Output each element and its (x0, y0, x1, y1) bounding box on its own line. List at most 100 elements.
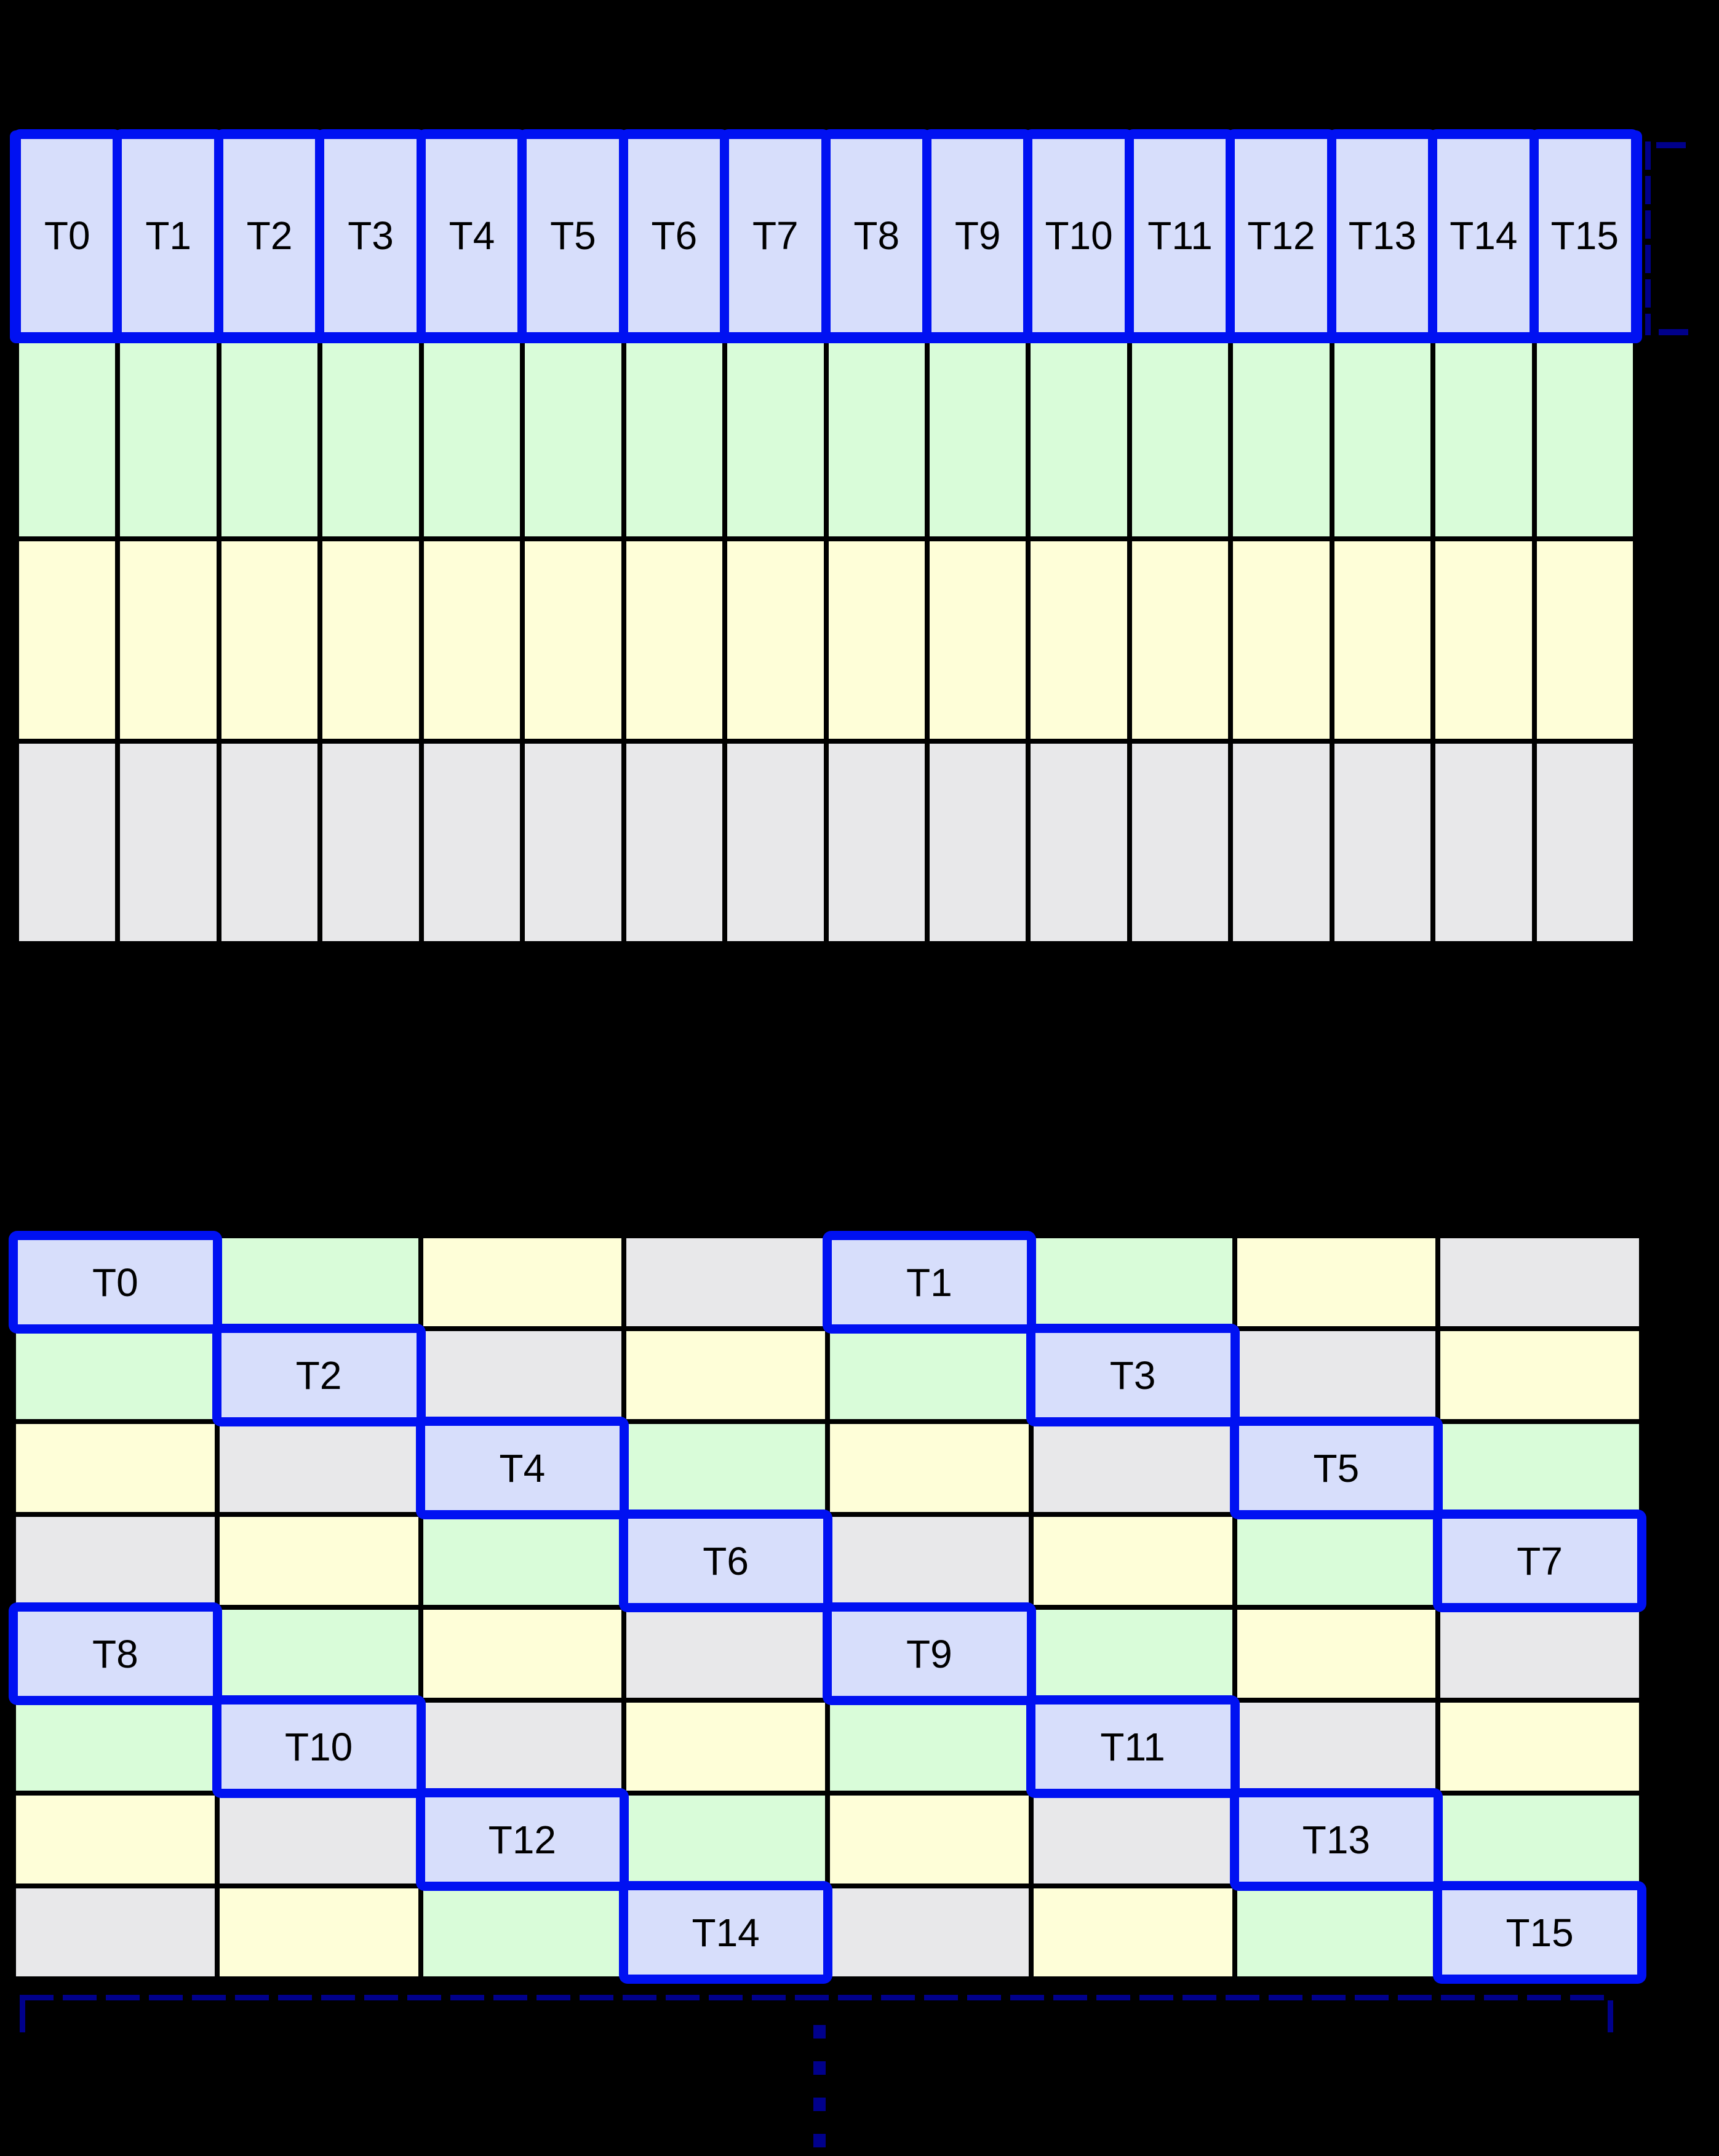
memory-cell (423, 1517, 622, 1605)
memory-cell (423, 339, 520, 536)
memory-cell (1440, 1610, 1639, 1698)
memory-cell (727, 541, 824, 739)
memory-cell (1237, 1703, 1436, 1791)
thread-label: T6 (651, 213, 698, 258)
memory-cell (19, 541, 116, 739)
memory-cell (1237, 1888, 1436, 1976)
memory-cell (221, 744, 318, 941)
memory-cell (830, 1424, 1029, 1512)
memory-cell (16, 1517, 215, 1605)
memory-cell (423, 1703, 622, 1791)
memory-cell (322, 339, 419, 536)
memory-cell (1233, 339, 1330, 536)
memory-cell (1031, 339, 1127, 536)
row-bracket-bottom-dash (1659, 329, 1688, 335)
thread-cell-[object Object]: T4 (415, 1417, 629, 1519)
memory-cell (626, 1331, 825, 1419)
memory-cell (1031, 744, 1127, 941)
thread-label: T14 (692, 1910, 760, 1955)
thread-label: T7 (752, 213, 799, 258)
memory-cell (525, 744, 621, 941)
thread-cell-[object Object]: T3 (1026, 1324, 1240, 1426)
thread-label: T0 (92, 1260, 138, 1305)
thread-label: T10 (1045, 213, 1113, 258)
memory-cell (830, 1331, 1029, 1419)
thread-cell-[object Object]: T10 (212, 1695, 426, 1798)
thread-label: T3 (348, 213, 394, 258)
memory-cell (219, 1238, 418, 1326)
thread-label: T4 (449, 213, 495, 258)
thread-label: T2 (295, 1353, 342, 1398)
memory-cell (423, 1610, 622, 1698)
memory-cell (830, 1517, 1029, 1605)
memory-cell (219, 1796, 418, 1884)
memory-cell (219, 1610, 418, 1698)
thread-label: T8 (92, 1631, 138, 1676)
memory-cell (1435, 744, 1532, 941)
thread-label: T15 (1506, 1910, 1574, 1955)
memory-cell (322, 541, 419, 739)
thread-label: T7 (1517, 1538, 1563, 1583)
memory-cell (1131, 541, 1229, 739)
memory-cell (16, 1703, 215, 1791)
memory-cell (16, 1888, 215, 1976)
bottom-memory-grid: T0 T1 T2 T3 T4 T5 T6 T7 T8 T9 T10 T11 T12 T13 T14 T15 (9, 1231, 1646, 1984)
memory-cell (16, 1796, 215, 1884)
thread-label: T6 (703, 1538, 749, 1583)
thread-label: T8 (853, 213, 900, 258)
thread-cell-[object Object]: T12 (415, 1788, 629, 1891)
thread-cell-[object Object]: T14 (619, 1881, 832, 1984)
memory-cell (1440, 1331, 1639, 1419)
memory-cell (16, 1424, 215, 1512)
memory-cell (19, 339, 116, 536)
memory-cell (626, 1703, 825, 1791)
memory-cell (1334, 744, 1431, 941)
thread-label: T13 (1302, 1817, 1371, 1862)
memory-cell (19, 744, 116, 941)
thread-cell-[object Object]: T11 (1026, 1695, 1240, 1798)
memory-cell (1031, 541, 1127, 739)
thread-cell-[object Object]: T13 (1229, 1788, 1443, 1891)
memory-cell (221, 339, 318, 536)
memory-cell (1233, 744, 1330, 941)
memory-cell (1237, 1610, 1436, 1698)
bottom-bracket-left-tick (20, 2000, 25, 2032)
memory-cell (1435, 541, 1532, 739)
memory-cell (1033, 1238, 1232, 1326)
thread-cell-[object Object]: T0 (9, 1231, 222, 1334)
memory-cell (219, 1888, 418, 1976)
memory-cell (1536, 744, 1633, 941)
memory-cell (1131, 744, 1229, 941)
memory-cell (626, 1424, 825, 1512)
memory-cell (626, 339, 723, 536)
thread-cell-[object Object]: T8 (9, 1602, 222, 1705)
thread-cell-[object Object]: T5 (1229, 1417, 1443, 1519)
memory-cell (626, 744, 723, 941)
memory-cell (626, 1238, 825, 1326)
thread-label: T5 (1313, 1446, 1360, 1490)
memory-cell (828, 744, 925, 941)
memory-cell (1033, 1424, 1232, 1512)
thread-label: T11 (1100, 1724, 1165, 1769)
thread-label: T9 (906, 1631, 952, 1676)
thread-cell-[object Object]: T9 (823, 1602, 1036, 1705)
row-bracket-top-dash (1656, 142, 1686, 148)
memory-cell (322, 744, 419, 941)
memory-cell (423, 541, 520, 739)
memory-cell (1440, 1796, 1639, 1884)
memory-cell (830, 1888, 1029, 1976)
thread-label: T4 (499, 1446, 546, 1490)
thread-cell-[object Object]: T15 (1433, 1881, 1646, 1984)
memory-cell (626, 541, 723, 739)
thread-label: T11 (1147, 213, 1213, 258)
memory-cell (830, 1796, 1029, 1884)
memory-cell (830, 1703, 1029, 1791)
thread-label: T12 (488, 1817, 557, 1862)
memory-cell (1237, 1517, 1436, 1605)
memory-cell (828, 541, 925, 739)
memory-cell (727, 339, 824, 536)
memory-cell (1536, 339, 1633, 536)
memory-cell (1233, 541, 1330, 739)
memory-cell (1435, 339, 1532, 536)
